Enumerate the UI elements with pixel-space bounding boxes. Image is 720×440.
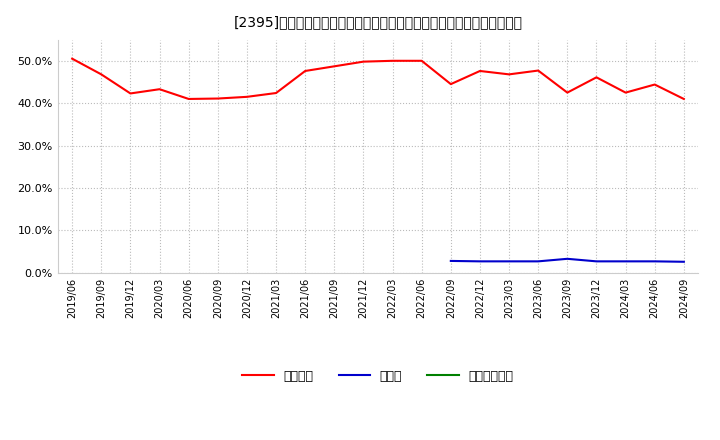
のれん: [650, 259, 659, 264]
自己資本: [126, 91, 135, 96]
自己資本: [476, 68, 485, 73]
自己資本: [592, 75, 600, 80]
のれん: [476, 259, 485, 264]
自己資本: [68, 56, 76, 61]
のれん: [680, 259, 688, 264]
自己資本: [184, 96, 193, 102]
のれん: [621, 259, 630, 264]
自己資本: [359, 59, 368, 64]
のれん: [563, 256, 572, 261]
Line: のれん: のれん: [451, 259, 684, 262]
Legend: 自己資本, のれん, 繰延税金資産: 自己資本, のれん, 繰延税金資産: [238, 365, 518, 388]
のれん: [505, 259, 513, 264]
自己資本: [213, 96, 222, 101]
自己資本: [621, 90, 630, 95]
自己資本: [650, 82, 659, 87]
Title: [2395]　自己資本、のれん、繰延税金資産の総資産に対する比率の推移: [2395] 自己資本、のれん、繰延税金資産の総資産に対する比率の推移: [233, 15, 523, 29]
自己資本: [156, 87, 164, 92]
のれん: [592, 259, 600, 264]
自己資本: [446, 81, 455, 87]
自己資本: [243, 94, 251, 99]
Line: 自己資本: 自己資本: [72, 59, 684, 99]
自己資本: [388, 58, 397, 63]
自己資本: [534, 68, 543, 73]
のれん: [534, 259, 543, 264]
自己資本: [680, 96, 688, 102]
自己資本: [97, 72, 106, 77]
自己資本: [505, 72, 513, 77]
自己資本: [271, 90, 280, 95]
自己資本: [301, 68, 310, 73]
自己資本: [330, 64, 338, 69]
自己資本: [418, 58, 426, 63]
のれん: [446, 258, 455, 264]
自己資本: [563, 90, 572, 95]
